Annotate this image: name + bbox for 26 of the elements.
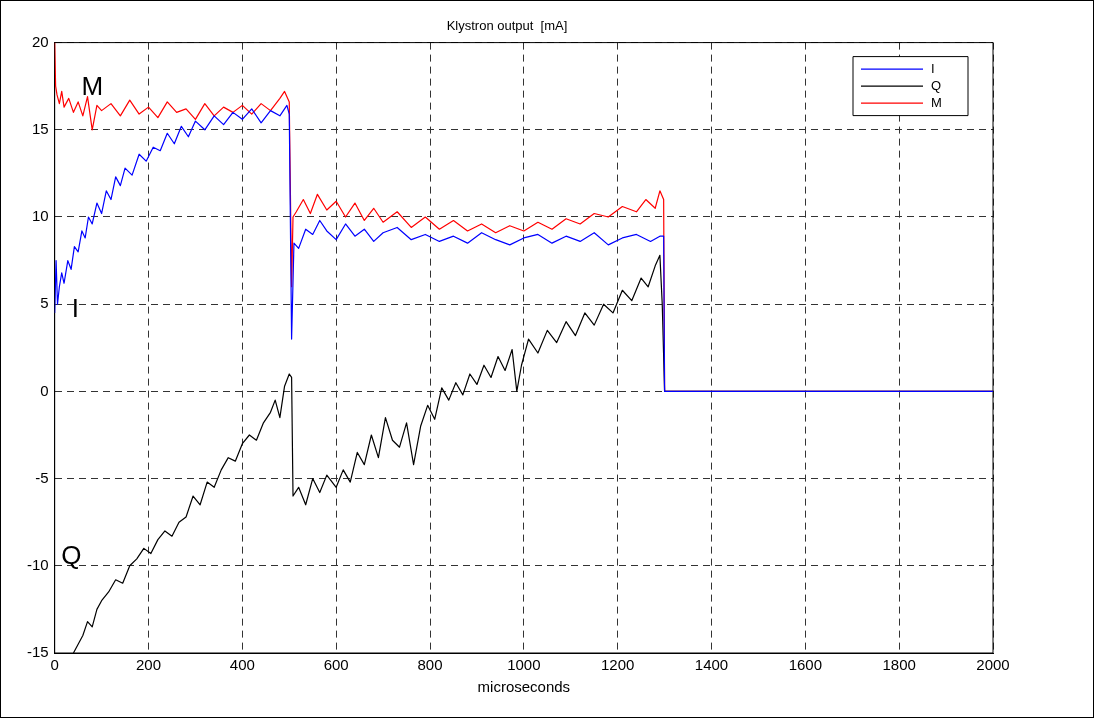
x-tick-label: 200 <box>136 656 162 674</box>
text: I <box>71 292 80 323</box>
x-tick-label: 800 <box>417 656 443 674</box>
chart-title: Klystron output [mA] <box>446 18 568 34</box>
legend-label: M <box>931 94 942 110</box>
x-tick-label: 1800 <box>882 656 916 674</box>
x-tick-label: 1400 <box>694 656 729 674</box>
x-tick-label: 400 <box>229 656 255 674</box>
x-tick-label: 600 <box>323 656 349 674</box>
x-tick-label: 1600 <box>788 656 823 674</box>
text: M <box>81 70 104 101</box>
y-tick-label: 5 <box>40 294 49 312</box>
x-axis-title: microseconds <box>477 678 571 696</box>
legend-label: I <box>931 60 935 76</box>
y-tick-label: 10 <box>31 207 49 225</box>
y-tick-label: 15 <box>31 119 49 137</box>
legend-label: Q <box>931 77 942 93</box>
y-tick-label: -15 <box>26 643 49 661</box>
y-tick-label: 0 <box>40 381 49 399</box>
x-tick-label: 1000 <box>507 656 541 674</box>
x-tick-label: 1200 <box>600 656 635 674</box>
y-tick-label: -5 <box>35 468 49 486</box>
y-tick-label: 20 <box>31 32 49 50</box>
x-tick-label: 2000 <box>976 656 1010 674</box>
y-tick-label: -10 <box>26 555 49 573</box>
text: Q <box>61 539 82 570</box>
